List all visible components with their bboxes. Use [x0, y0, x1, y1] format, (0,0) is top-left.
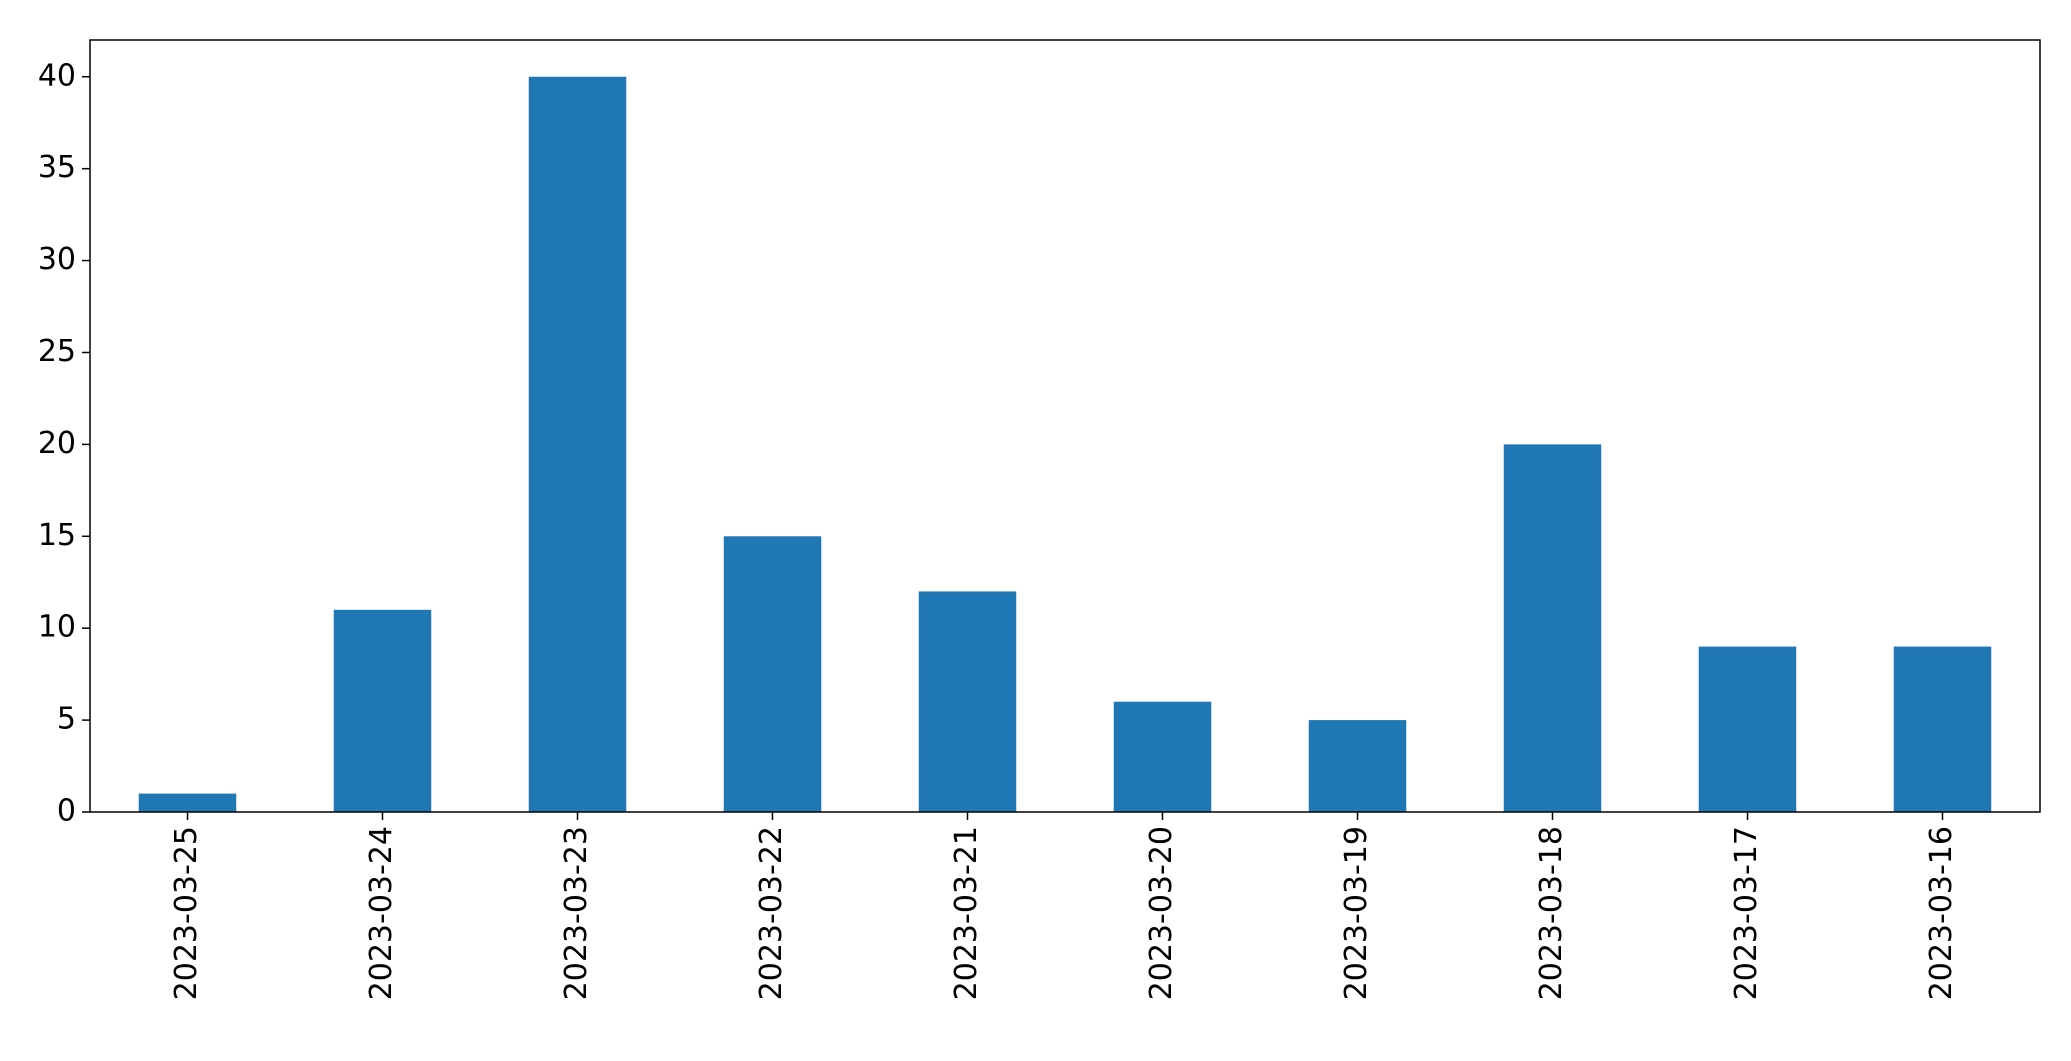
bar [528, 76, 627, 812]
plot-frame [89, 39, 2041, 813]
y-tick-label: 35 [38, 150, 76, 185]
y-tick-label: 0 [57, 794, 76, 829]
bar [138, 793, 237, 812]
y-tick-label: 20 [38, 426, 76, 461]
y-tick-label: 30 [38, 242, 76, 277]
x-tick-label: 2023-03-25 [169, 826, 204, 1000]
x-tick-label: 2023-03-17 [1729, 826, 1764, 1000]
x-tick-label: 2023-03-21 [949, 826, 984, 1000]
y-tick-label: 5 [57, 702, 76, 737]
x-tick-label: 2023-03-19 [1339, 826, 1374, 1000]
x-tick-label: 2023-03-24 [364, 826, 399, 1000]
bar [1893, 646, 1992, 812]
y-tick-label: 15 [38, 518, 76, 553]
y-tick-label: 10 [38, 610, 76, 645]
x-tick-label: 2023-03-18 [1534, 826, 1569, 1000]
y-tick-label: 40 [38, 58, 76, 93]
bar [1503, 444, 1602, 812]
bar [918, 591, 1017, 812]
y-tick-label: 25 [38, 334, 76, 369]
bar [1113, 701, 1212, 812]
x-tick-label: 2023-03-16 [1924, 826, 1959, 1000]
x-tick-label: 2023-03-20 [1144, 826, 1179, 1000]
bar [333, 609, 432, 812]
x-tick-label: 2023-03-23 [559, 826, 594, 1000]
bar [1308, 720, 1407, 812]
bar [723, 536, 822, 812]
bar [1698, 646, 1797, 812]
x-tick-label: 2023-03-22 [754, 826, 789, 1000]
